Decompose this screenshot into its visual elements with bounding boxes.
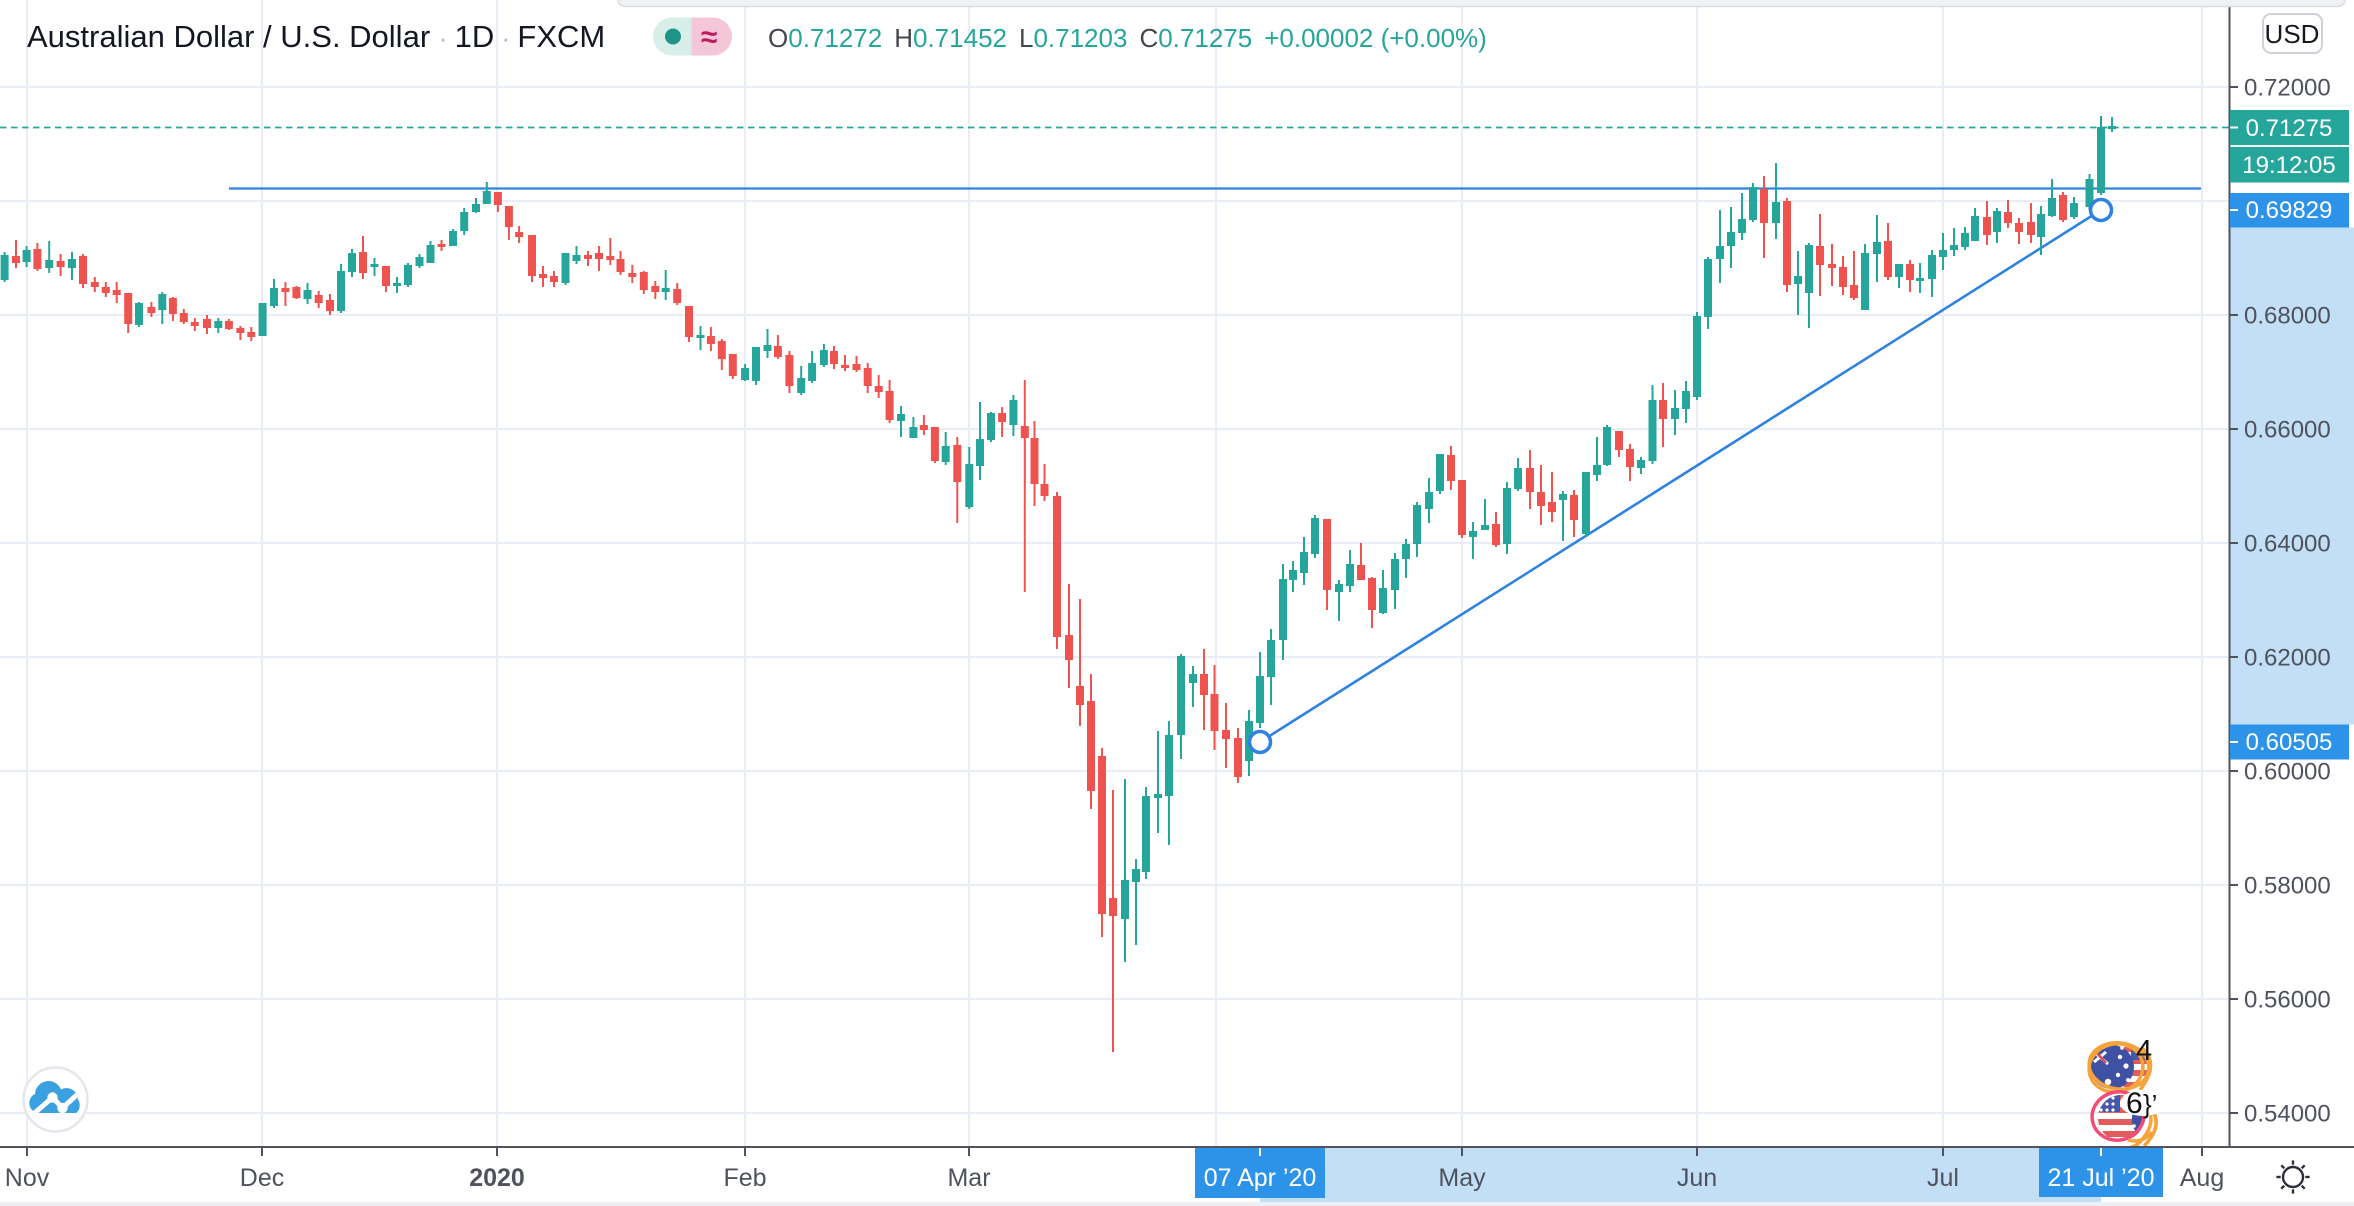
svg-text:Nov: Nov xyxy=(5,1164,50,1192)
svg-text:0.54000: 0.54000 xyxy=(2244,1101,2331,1128)
svg-text:6: 6 xyxy=(2126,1087,2143,1120)
svg-text:0.68000: 0.68000 xyxy=(2244,303,2331,330)
svg-text:≈: ≈ xyxy=(701,21,717,54)
svg-text:0.60000: 0.60000 xyxy=(2244,759,2331,786)
svg-text:Mar: Mar xyxy=(947,1164,990,1192)
svg-text:Aug: Aug xyxy=(2180,1164,2224,1192)
svg-text:Dec: Dec xyxy=(240,1164,284,1192)
svg-text:07 Apr ’20: 07 Apr ’20 xyxy=(1204,1164,1317,1192)
svg-text:0.72000: 0.72000 xyxy=(2244,75,2331,102)
svg-text:0.66000: 0.66000 xyxy=(2244,417,2331,444)
svg-text:0.71275: 0.71275 xyxy=(2246,115,2333,142)
svg-text:0.58000: 0.58000 xyxy=(2244,873,2331,900)
svg-text:2020: 2020 xyxy=(469,1164,525,1192)
svg-text:0.69829: 0.69829 xyxy=(2246,197,2333,224)
svg-text:0.60505: 0.60505 xyxy=(2246,729,2333,756)
svg-text:0.56000: 0.56000 xyxy=(2244,987,2331,1014)
svg-text:Australian Dollar / U.S. Dolla: Australian Dollar / U.S. Dollar · 1D · F… xyxy=(27,19,605,54)
svg-text:0.62000: 0.62000 xyxy=(2244,645,2331,672)
svg-text:May: May xyxy=(1438,1164,1486,1192)
svg-text:21 Jul ’20: 21 Jul ’20 xyxy=(2047,1164,2154,1192)
svg-text:Jun: Jun xyxy=(1677,1164,1717,1192)
svg-text:USD: USD xyxy=(2265,19,2320,49)
svg-text:0.64000: 0.64000 xyxy=(2244,531,2331,558)
svg-text:19:12:05: 19:12:05 xyxy=(2242,152,2335,179)
svg-text:4: 4 xyxy=(2136,1035,2152,1067)
svg-text:Feb: Feb xyxy=(723,1164,766,1192)
svg-text:}’: }’ xyxy=(2143,1089,2157,1119)
svg-text:Jul: Jul xyxy=(1927,1164,1959,1192)
